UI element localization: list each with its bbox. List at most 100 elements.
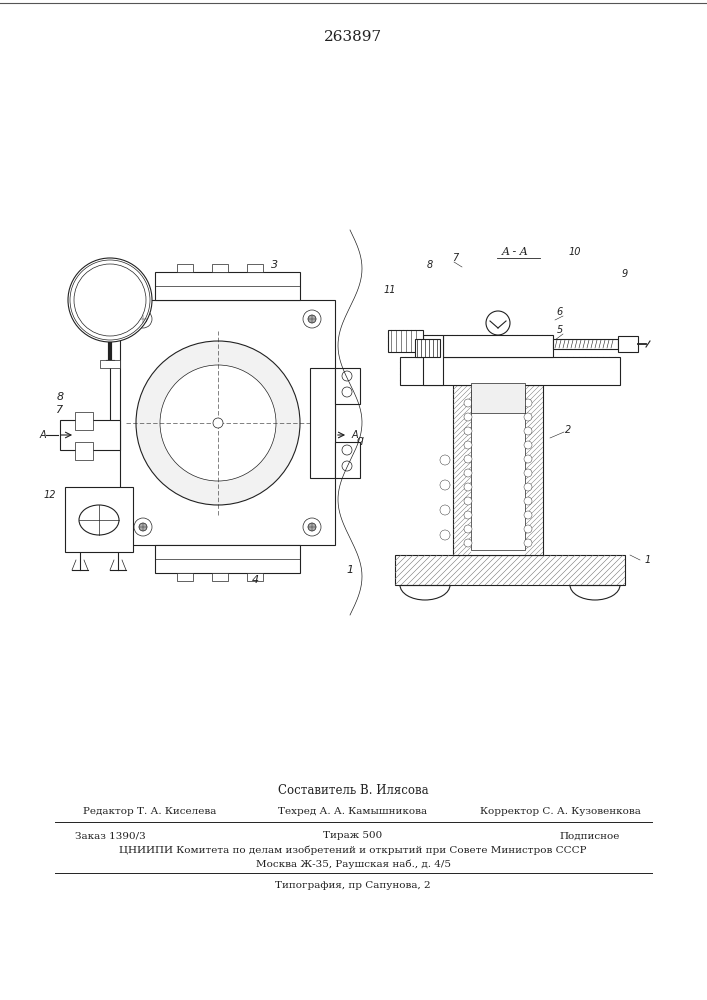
Circle shape <box>464 469 472 477</box>
Text: ЦНИИПИ Комитета по делам изобретений и открытий при Совете Министров СССР: ЦНИИПИ Комитета по делам изобретений и о… <box>119 845 587 855</box>
Circle shape <box>464 497 472 505</box>
Circle shape <box>308 315 316 323</box>
Bar <box>212 573 228 581</box>
Circle shape <box>524 497 532 505</box>
Bar <box>155 545 300 573</box>
Circle shape <box>524 399 532 407</box>
Circle shape <box>524 511 532 519</box>
Bar <box>247 264 263 272</box>
Text: Подписное: Подписное <box>560 832 620 840</box>
Text: 263897: 263897 <box>324 30 382 44</box>
Circle shape <box>464 441 472 449</box>
Circle shape <box>464 399 472 407</box>
Bar <box>471 383 525 413</box>
Circle shape <box>303 518 321 536</box>
Bar <box>618 336 638 352</box>
Circle shape <box>464 455 472 463</box>
Circle shape <box>342 461 352 471</box>
Bar <box>177 264 193 272</box>
Text: q: q <box>356 435 363 445</box>
Bar <box>453 385 543 555</box>
Circle shape <box>440 530 450 540</box>
Circle shape <box>342 387 352 397</box>
Bar <box>310 368 335 478</box>
Bar <box>395 555 625 585</box>
Circle shape <box>524 441 532 449</box>
Circle shape <box>524 427 532 435</box>
Circle shape <box>524 455 532 463</box>
Circle shape <box>303 310 321 328</box>
Circle shape <box>74 264 146 336</box>
Circle shape <box>486 311 510 335</box>
Text: Заказ 1390/3: Заказ 1390/3 <box>75 832 146 840</box>
Text: 2: 2 <box>565 425 571 435</box>
Text: A - A: A - A <box>502 247 528 257</box>
Text: Редактор Т. А. Киселева: Редактор Т. А. Киселева <box>83 808 216 816</box>
Text: 12: 12 <box>44 490 57 500</box>
Bar <box>75 442 93 460</box>
Circle shape <box>68 258 152 342</box>
Bar <box>247 573 263 581</box>
Circle shape <box>342 371 352 381</box>
Bar <box>177 573 193 581</box>
Circle shape <box>464 483 472 491</box>
Bar <box>388 330 423 352</box>
Text: 7: 7 <box>452 253 458 263</box>
Text: Составитель В. Илясова: Составитель В. Илясова <box>278 784 428 796</box>
Circle shape <box>464 511 472 519</box>
Bar <box>60 420 120 450</box>
Text: Типография, пр Сапунова, 2: Типография, пр Сапунова, 2 <box>275 882 431 890</box>
Text: Корректор С. А. Кузовенкова: Корректор С. А. Кузовенкова <box>479 808 641 816</box>
Text: 3: 3 <box>271 260 279 270</box>
Circle shape <box>524 539 532 547</box>
Text: A: A <box>40 430 47 440</box>
Circle shape <box>464 413 472 421</box>
Bar <box>423 335 443 385</box>
Bar <box>443 335 553 357</box>
Circle shape <box>464 427 472 435</box>
Bar <box>335 368 360 404</box>
Circle shape <box>213 418 223 428</box>
Text: Москва Ж-35, Раушская наб., д. 4/5: Москва Ж-35, Раушская наб., д. 4/5 <box>255 859 450 869</box>
Text: 10: 10 <box>568 247 581 257</box>
Circle shape <box>524 483 532 491</box>
Circle shape <box>134 310 152 328</box>
Bar <box>553 339 618 349</box>
Bar <box>471 390 525 550</box>
Text: 8: 8 <box>57 392 64 402</box>
Text: Тираж 500: Тираж 500 <box>323 832 382 840</box>
Text: Техред А. А. Камышникова: Техред А. А. Камышникова <box>279 808 428 816</box>
Text: 4: 4 <box>252 575 259 585</box>
Text: 1: 1 <box>645 555 651 565</box>
Bar <box>335 442 360 478</box>
Text: 5: 5 <box>557 325 563 335</box>
Text: 1: 1 <box>346 565 354 575</box>
Circle shape <box>464 525 472 533</box>
Text: 6: 6 <box>557 307 563 317</box>
Text: 11: 11 <box>114 285 127 295</box>
Bar <box>65 487 133 552</box>
Text: 7: 7 <box>57 405 64 415</box>
Circle shape <box>139 523 147 531</box>
Circle shape <box>342 445 352 455</box>
Circle shape <box>440 505 450 515</box>
Ellipse shape <box>79 505 119 535</box>
Text: 9: 9 <box>622 269 628 279</box>
Bar <box>212 264 228 272</box>
Circle shape <box>440 455 450 465</box>
Circle shape <box>308 523 316 531</box>
Text: 8: 8 <box>427 260 433 270</box>
Bar <box>155 272 300 300</box>
Circle shape <box>524 469 532 477</box>
Circle shape <box>524 525 532 533</box>
Circle shape <box>524 413 532 421</box>
Bar <box>415 339 440 357</box>
Text: A: A <box>351 430 358 440</box>
Bar <box>75 412 93 430</box>
Bar <box>100 360 120 368</box>
Circle shape <box>440 480 450 490</box>
Circle shape <box>136 341 300 505</box>
Bar <box>400 357 620 385</box>
Text: 11: 11 <box>384 285 396 295</box>
Circle shape <box>134 518 152 536</box>
